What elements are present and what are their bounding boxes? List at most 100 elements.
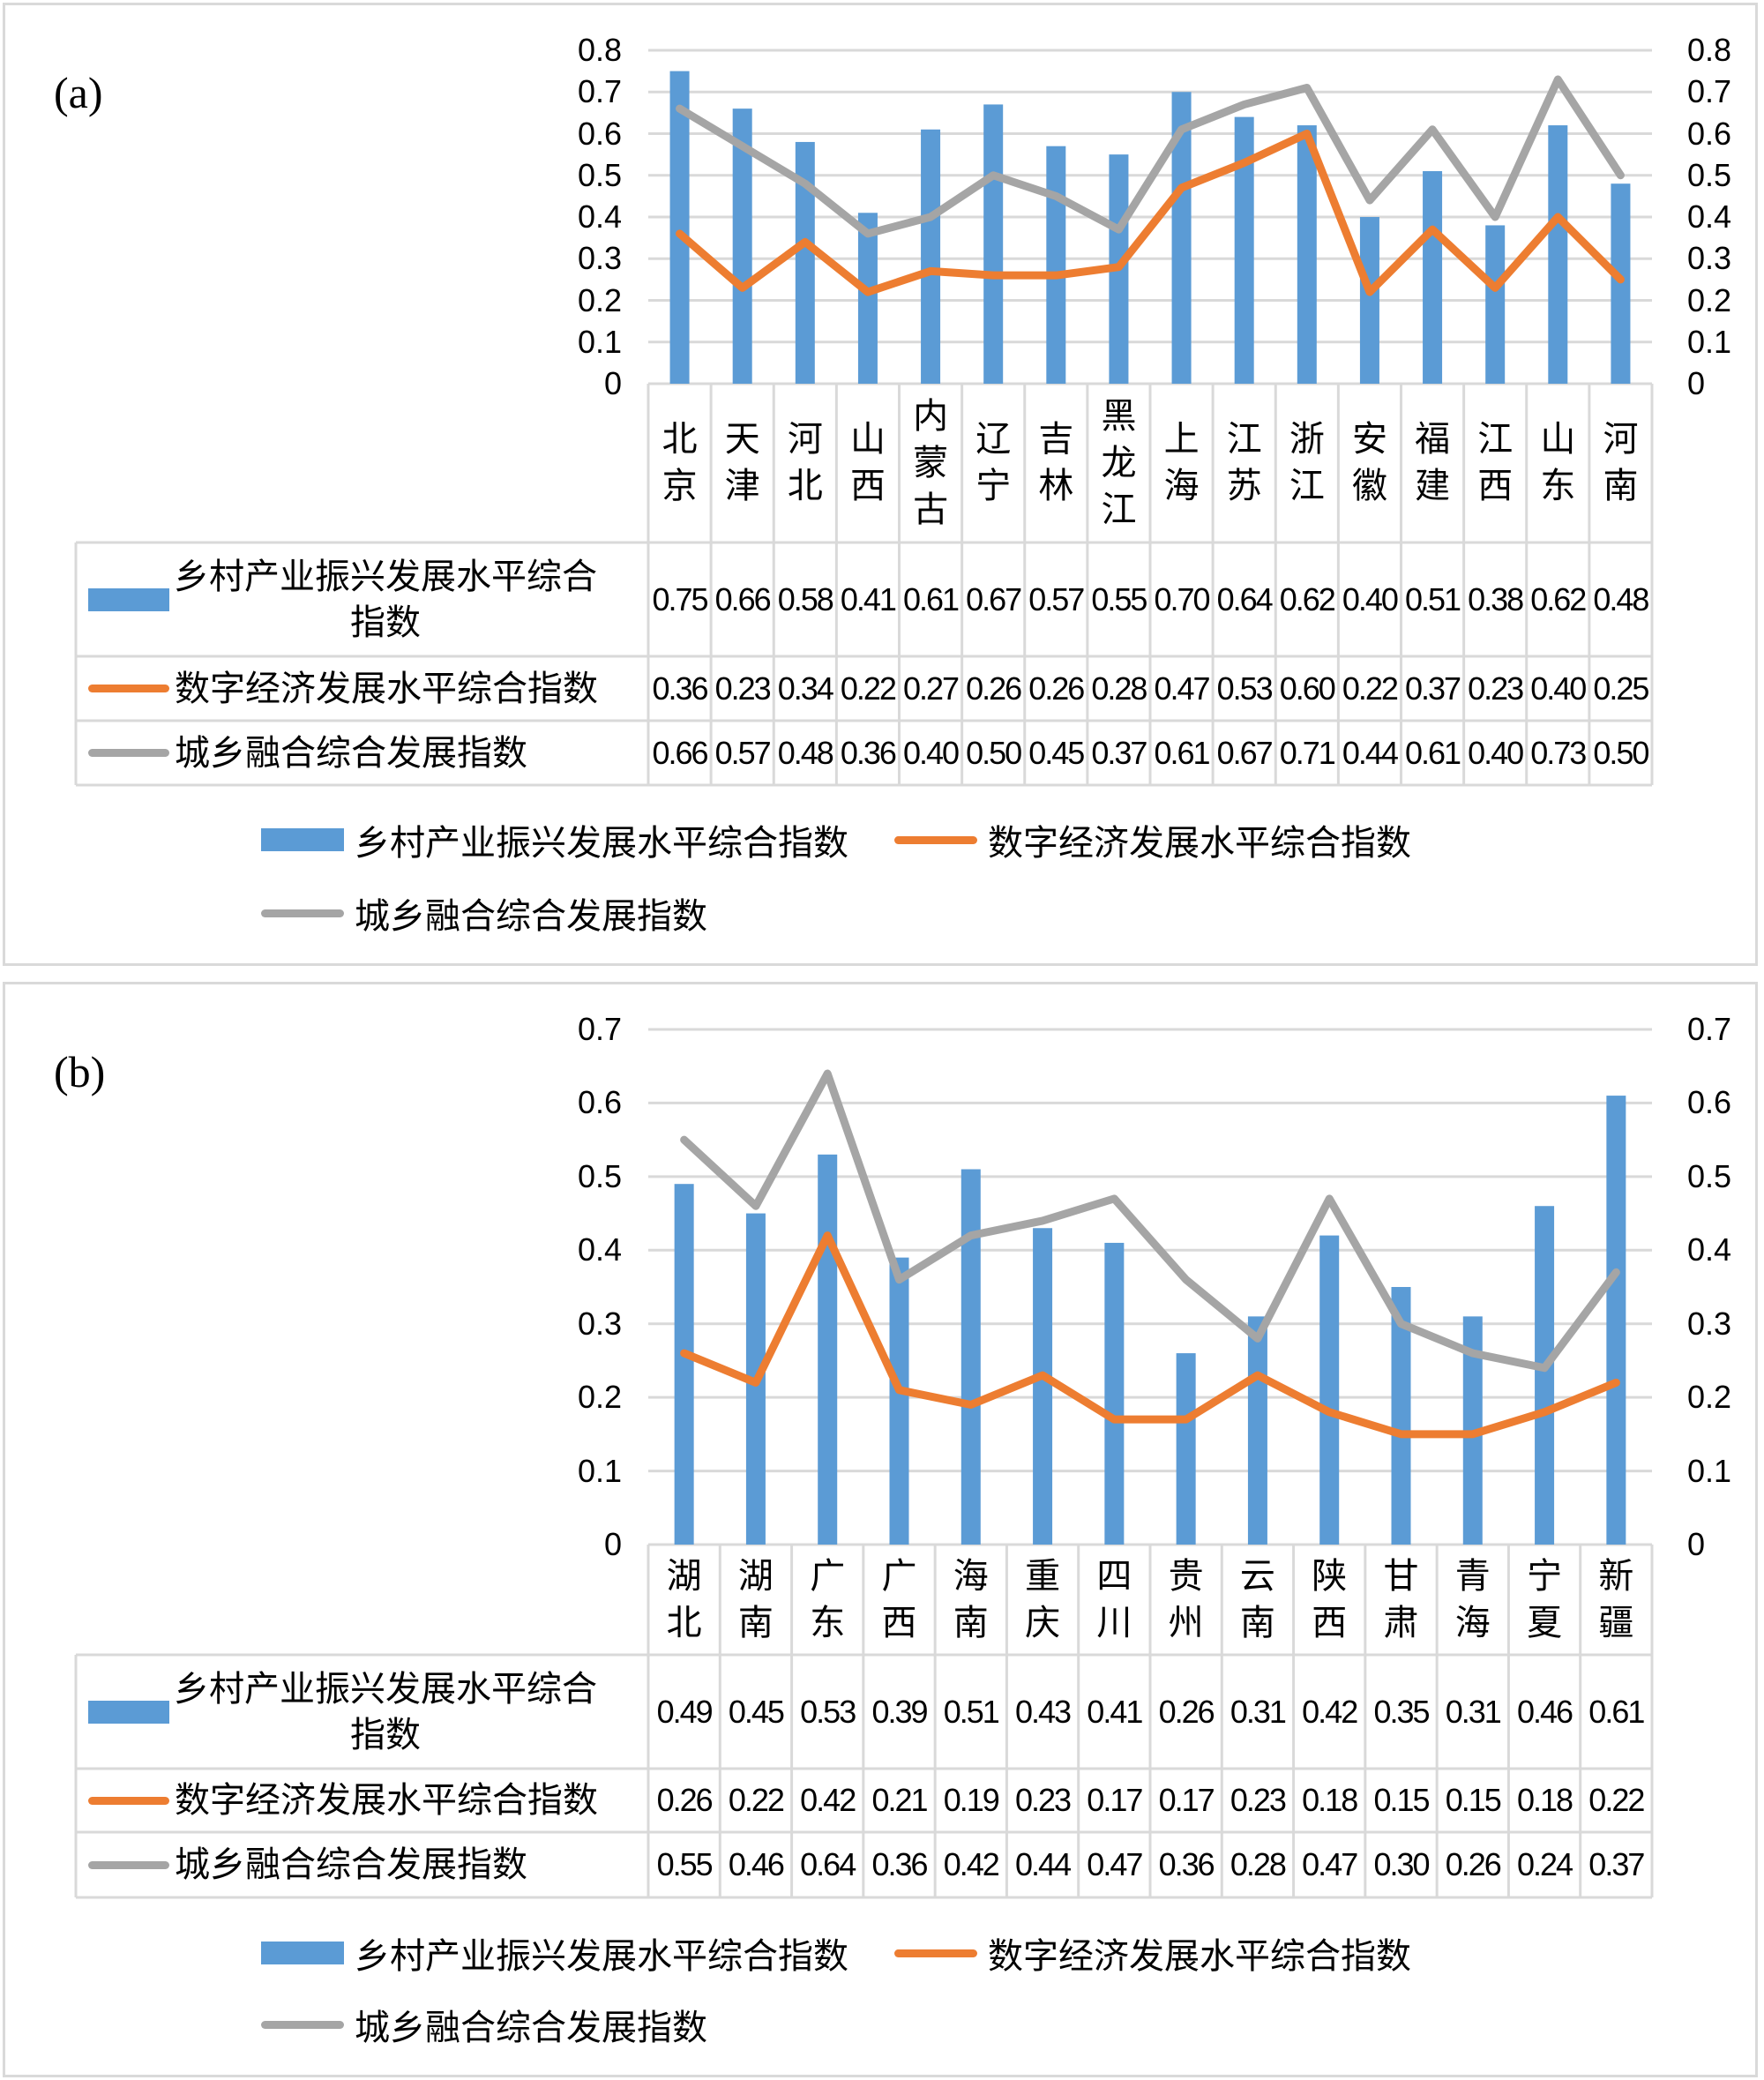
bar bbox=[1234, 116, 1254, 384]
legend-bar-swatch bbox=[261, 1942, 344, 1964]
legend-line-swatch bbox=[261, 2020, 344, 2029]
table-value: 0.36 bbox=[871, 1846, 928, 1882]
category-label: 湖南 bbox=[737, 1556, 774, 1642]
table-series-label: 数字经济发展水平综合指数 bbox=[76, 1769, 648, 1832]
table-value: 0.47 bbox=[1087, 1846, 1143, 1882]
table-value: 0.64 bbox=[800, 1846, 856, 1882]
category-label: 福建 bbox=[1415, 420, 1451, 505]
legend-bar-swatch bbox=[88, 587, 169, 611]
bar bbox=[1046, 146, 1066, 385]
category-label: 辽宁 bbox=[975, 420, 1012, 505]
table-value: 0.31 bbox=[1230, 1693, 1287, 1730]
y-tick-label-right: 0.7 bbox=[1687, 1011, 1732, 1047]
bar bbox=[669, 71, 690, 384]
legend-label: 城乡融合综合发展指数 bbox=[355, 897, 707, 936]
series-line bbox=[680, 1231, 1620, 1439]
chart-canvas bbox=[74, 49, 1654, 787]
table-value: 0.44 bbox=[1342, 734, 1399, 771]
table-value: 0.23 bbox=[714, 670, 772, 707]
legend-bar-swatch bbox=[88, 1700, 169, 1724]
bar bbox=[795, 141, 815, 384]
legend-item: 城乡融合综合发展指数 bbox=[261, 890, 707, 936]
table-value: 0.22 bbox=[728, 1782, 785, 1818]
y-tick-label-left: 0.3 bbox=[577, 240, 622, 277]
legend-line-swatch bbox=[88, 1796, 169, 1805]
category-label: 湖北 bbox=[666, 1556, 702, 1642]
bar bbox=[1611, 183, 1631, 384]
bar bbox=[1319, 1235, 1340, 1545]
table-value: 0.46 bbox=[1517, 1693, 1573, 1730]
table-value: 0.55 bbox=[656, 1846, 714, 1882]
bar bbox=[1548, 125, 1568, 385]
table-value: 0.53 bbox=[1216, 670, 1274, 707]
table-value: 0.57 bbox=[1028, 580, 1085, 617]
category-label: 天津 bbox=[724, 420, 760, 505]
bar bbox=[1176, 1353, 1196, 1545]
table-value: 0.40 bbox=[903, 734, 960, 771]
legend-label: 乡村产业振兴发展水平综合指数 bbox=[355, 1937, 848, 1976]
y-tick-label-right: 0.3 bbox=[1687, 240, 1732, 277]
table-series-label: 乡村产业振兴发展水平综合指数 bbox=[76, 542, 648, 656]
bar bbox=[1391, 1287, 1411, 1545]
y-tick-label-right: 0 bbox=[1687, 1526, 1706, 1562]
series-name: 乡村产业振兴发展水平综合指数 bbox=[174, 557, 597, 642]
y-tick-label-right: 0.2 bbox=[1687, 281, 1732, 318]
table-value: 0.23 bbox=[1230, 1782, 1287, 1818]
bar bbox=[1171, 92, 1192, 384]
legend-item: 乡村产业振兴发展水平综合指数 bbox=[261, 1930, 848, 1976]
category-label: 青海 bbox=[1454, 1556, 1491, 1642]
table-value: 0.43 bbox=[1015, 1693, 1072, 1730]
y-tick-label-right: 0.2 bbox=[1687, 1379, 1732, 1416]
bar bbox=[1359, 217, 1379, 384]
table-value: 0.36 bbox=[652, 670, 709, 707]
series-name: 数字经济发展水平综合指数 bbox=[175, 1781, 598, 1820]
chart-canvas bbox=[74, 1028, 1654, 1899]
table-value: 0.45 bbox=[728, 1693, 785, 1730]
table-value: 0.42 bbox=[800, 1782, 856, 1818]
bar bbox=[1423, 171, 1443, 384]
category-label: 山西 bbox=[849, 420, 886, 505]
table-value: 0.75 bbox=[652, 580, 709, 617]
legend-item: 乡村产业振兴发展水平综合指数 bbox=[261, 817, 848, 863]
panel-label: (b) bbox=[54, 1047, 106, 1096]
category-label: 内蒙古 bbox=[913, 396, 949, 529]
bar bbox=[1535, 1206, 1555, 1545]
legend-line-swatch bbox=[894, 835, 977, 844]
y-tick-label-right: 0.6 bbox=[1687, 1084, 1732, 1121]
table-value: 0.37 bbox=[1588, 1846, 1645, 1882]
chart-panel-b: (b) 0 0 0.1 0.1 0.2 0.2 0.3 0.3 0.4 0.4 0.5 0.5 0.6 0… bbox=[3, 982, 1758, 2077]
table-value: 0.39 bbox=[871, 1693, 928, 1730]
series-name: 城乡融合综合发展指数 bbox=[175, 733, 527, 773]
table-value: 0.38 bbox=[1468, 580, 1524, 617]
bar bbox=[1247, 1316, 1267, 1545]
y-tick-label-left: 0.6 bbox=[577, 1084, 622, 1121]
y-tick-label-left: 0 bbox=[603, 1526, 622, 1562]
table-value: 0.67 bbox=[1216, 734, 1274, 771]
table-value: 0.36 bbox=[1158, 1846, 1215, 1882]
table-value: 0.22 bbox=[1588, 1782, 1645, 1818]
table-value: 0.61 bbox=[903, 580, 960, 617]
table-value: 0.25 bbox=[1593, 670, 1649, 707]
table-value: 0.34 bbox=[777, 670, 834, 707]
category-label: 贵州 bbox=[1168, 1556, 1204, 1642]
table-value: 0.17 bbox=[1087, 1782, 1143, 1818]
category-label: 山东 bbox=[1540, 420, 1576, 505]
y-tick-label-right: 0.5 bbox=[1687, 156, 1732, 193]
table-value: 0.17 bbox=[1158, 1782, 1215, 1818]
table-value: 0.50 bbox=[966, 734, 1022, 771]
table-value: 0.15 bbox=[1445, 1782, 1502, 1818]
table-series-label: 城乡融合综合发展指数 bbox=[76, 721, 648, 785]
category-label: 广西 bbox=[881, 1556, 917, 1642]
bar bbox=[1485, 225, 1506, 384]
y-tick-label-right: 0.7 bbox=[1687, 73, 1732, 110]
y-tick-label-left: 0 bbox=[603, 365, 622, 401]
y-tick-label-right: 0.1 bbox=[1687, 323, 1732, 360]
table-value: 0.18 bbox=[1302, 1782, 1358, 1818]
table-value: 0.23 bbox=[1468, 670, 1524, 707]
legend-bar-swatch bbox=[261, 828, 344, 851]
table-value: 0.26 bbox=[966, 670, 1022, 707]
category-label: 河南 bbox=[1603, 420, 1639, 505]
y-tick-label-left: 0.1 bbox=[577, 323, 622, 360]
category-label: 广东 bbox=[810, 1556, 846, 1642]
category-label: 黑龙江 bbox=[1101, 396, 1137, 529]
